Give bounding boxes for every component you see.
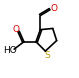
Text: O: O	[50, 4, 57, 13]
Text: O: O	[12, 25, 19, 34]
Text: S: S	[45, 51, 50, 60]
Text: HO: HO	[3, 46, 17, 55]
